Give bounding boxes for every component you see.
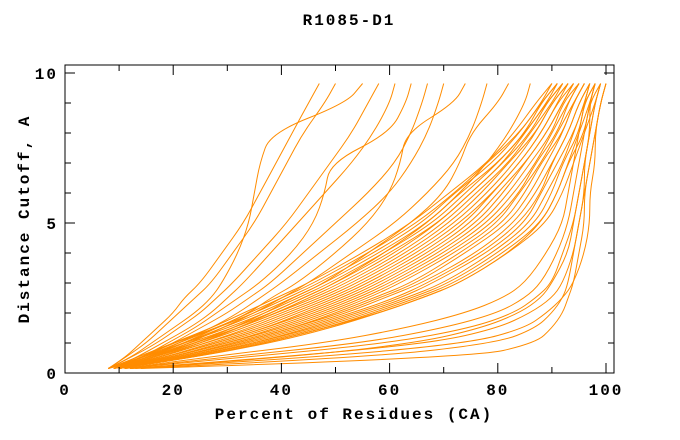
model-curve [108,83,320,369]
model-curve [113,83,396,369]
model-curve [113,83,569,369]
model-curve [118,83,569,369]
x-tick-label: 60 [378,382,401,400]
model-curve [113,83,564,369]
model-curve [119,83,585,369]
model-curve [119,83,602,369]
x-tick-label: 100 [589,382,624,400]
x-tick-label: 40 [270,382,293,400]
model-curve [118,83,531,369]
model-curve [113,83,580,369]
y-tick-label: 0 [46,366,58,384]
plot-border [64,64,615,374]
model-curve [113,83,466,369]
model-curve [118,83,574,369]
y-tick-label: 10 [35,66,58,84]
model-curve [113,83,412,369]
model-curve [113,83,445,369]
model-curve [108,83,553,369]
model-curve [119,83,596,369]
model-curve [118,83,510,369]
model-curve [108,83,380,369]
x-tick-label: 20 [162,382,185,400]
model-curve [113,83,564,369]
x-axis-label: Percent of Residues (CA) [214,406,494,424]
model-curve [129,83,596,369]
model-curve [119,83,591,369]
x-tick-label: 80 [486,382,509,400]
model-curve [118,83,574,369]
model-curve [119,83,596,369]
model-curve [108,83,336,369]
model-curve [118,83,580,369]
y-tick-label: 5 [46,216,58,234]
x-tick-label: 0 [59,382,71,400]
model-curve [113,83,488,369]
chart-title: R1085-D1 [302,12,396,30]
model-curve [118,83,580,369]
model-curve [140,83,607,369]
model-curve [124,83,596,369]
model-curve [124,83,591,369]
model-curve [113,83,585,369]
model-curve [108,83,363,369]
